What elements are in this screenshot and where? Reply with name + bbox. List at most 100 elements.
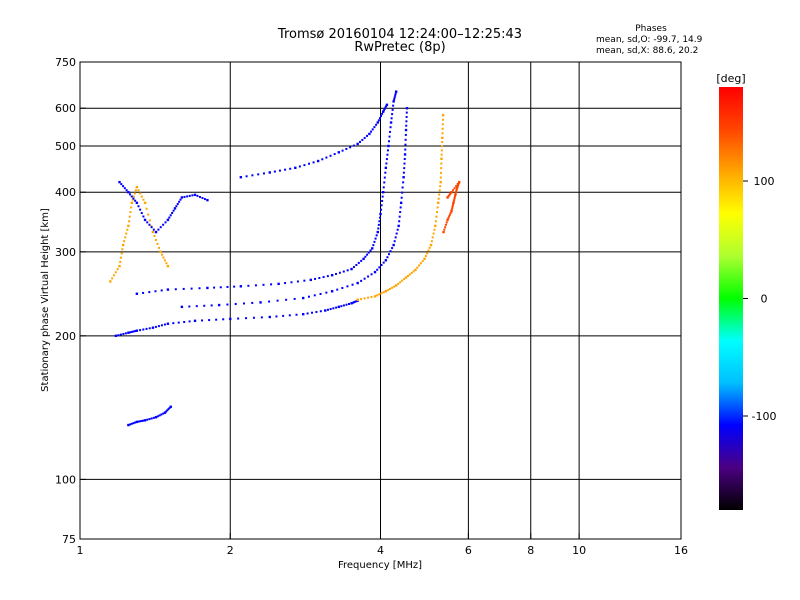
data-point xyxy=(119,260,122,263)
data-point xyxy=(152,416,155,419)
data-point xyxy=(219,286,222,289)
data-point xyxy=(206,198,209,202)
data-point xyxy=(404,138,407,141)
data-point xyxy=(167,408,170,411)
data-point xyxy=(126,228,129,231)
data-point xyxy=(112,274,115,277)
data-point xyxy=(135,201,139,205)
data-point xyxy=(257,173,260,176)
data-point xyxy=(378,266,381,269)
data-point xyxy=(454,193,457,197)
data-point xyxy=(410,271,413,274)
data-point xyxy=(247,284,250,287)
data-point xyxy=(403,153,407,156)
data-point xyxy=(284,168,287,171)
data-point xyxy=(282,314,285,317)
data-point xyxy=(118,264,121,268)
data-point xyxy=(405,111,408,114)
data-point xyxy=(330,290,334,293)
data-point xyxy=(262,283,265,286)
data-point xyxy=(355,300,358,303)
data-point xyxy=(441,136,444,140)
data-point xyxy=(450,191,453,194)
data-point xyxy=(169,214,172,217)
data-point xyxy=(455,185,458,188)
data-point xyxy=(394,90,398,93)
data-point xyxy=(449,211,452,214)
data-point xyxy=(186,195,189,198)
data-point xyxy=(366,253,369,256)
data-point xyxy=(375,123,378,126)
colorbar-unit: [deg] xyxy=(716,72,745,85)
data-point xyxy=(276,299,279,302)
data-point xyxy=(387,253,390,256)
data-point xyxy=(434,224,437,228)
data-point xyxy=(245,175,248,178)
data-point xyxy=(329,154,332,157)
data-point xyxy=(309,278,312,282)
data-point xyxy=(335,306,338,309)
data-point xyxy=(384,290,388,293)
data-point xyxy=(384,106,387,109)
data-point xyxy=(383,176,386,179)
data-point xyxy=(385,103,389,107)
data-point xyxy=(403,167,406,170)
x-tick-label: 4 xyxy=(377,544,384,557)
data-point xyxy=(127,331,130,334)
data-point xyxy=(177,321,180,324)
data-point xyxy=(393,96,396,99)
data-point xyxy=(178,200,181,203)
data-point xyxy=(268,315,271,319)
data-point xyxy=(356,298,359,301)
data-point xyxy=(273,170,276,173)
data-point xyxy=(190,287,193,290)
data-point xyxy=(350,267,353,271)
data-point xyxy=(307,295,310,298)
data-point xyxy=(376,230,379,234)
data-point xyxy=(452,203,455,206)
data-point xyxy=(210,304,213,307)
data-point xyxy=(441,132,444,135)
data-point xyxy=(452,201,455,205)
x-axis: 1 2 4 6 8 10 16 xyxy=(77,533,688,557)
data-point xyxy=(203,198,206,201)
data-point xyxy=(139,208,142,211)
data-point xyxy=(312,161,315,164)
data-point xyxy=(346,285,349,288)
data-point xyxy=(313,294,316,297)
data-point xyxy=(172,322,175,325)
data-point xyxy=(399,281,402,284)
data-point xyxy=(176,203,179,206)
data-point xyxy=(403,162,406,165)
data-point xyxy=(435,215,438,218)
data-point xyxy=(152,228,155,231)
data-point xyxy=(345,303,348,306)
data-point xyxy=(453,197,456,200)
data-point xyxy=(120,252,123,255)
data-point xyxy=(153,235,156,238)
data-point xyxy=(380,208,383,211)
data-point xyxy=(348,303,351,306)
data-point xyxy=(391,247,394,250)
data-point xyxy=(156,242,159,245)
data-point xyxy=(233,285,236,288)
data-point xyxy=(442,230,445,234)
data-point xyxy=(341,286,344,289)
data-point xyxy=(380,115,383,118)
data-point xyxy=(386,149,389,152)
data-point xyxy=(356,142,359,146)
data-point xyxy=(226,285,229,288)
trace-series xyxy=(180,107,409,309)
data-point xyxy=(195,305,198,308)
data-point xyxy=(377,227,380,230)
data-point xyxy=(385,162,388,165)
data-point xyxy=(440,153,443,156)
data-point xyxy=(148,291,151,294)
data-point xyxy=(120,183,123,186)
chart-subtitle: RwPretec (8p) xyxy=(354,40,446,55)
data-point xyxy=(383,107,386,110)
data-point xyxy=(169,405,172,408)
data-point xyxy=(354,300,357,303)
data-point xyxy=(341,149,344,152)
y-tick-label: 400 xyxy=(55,186,76,199)
